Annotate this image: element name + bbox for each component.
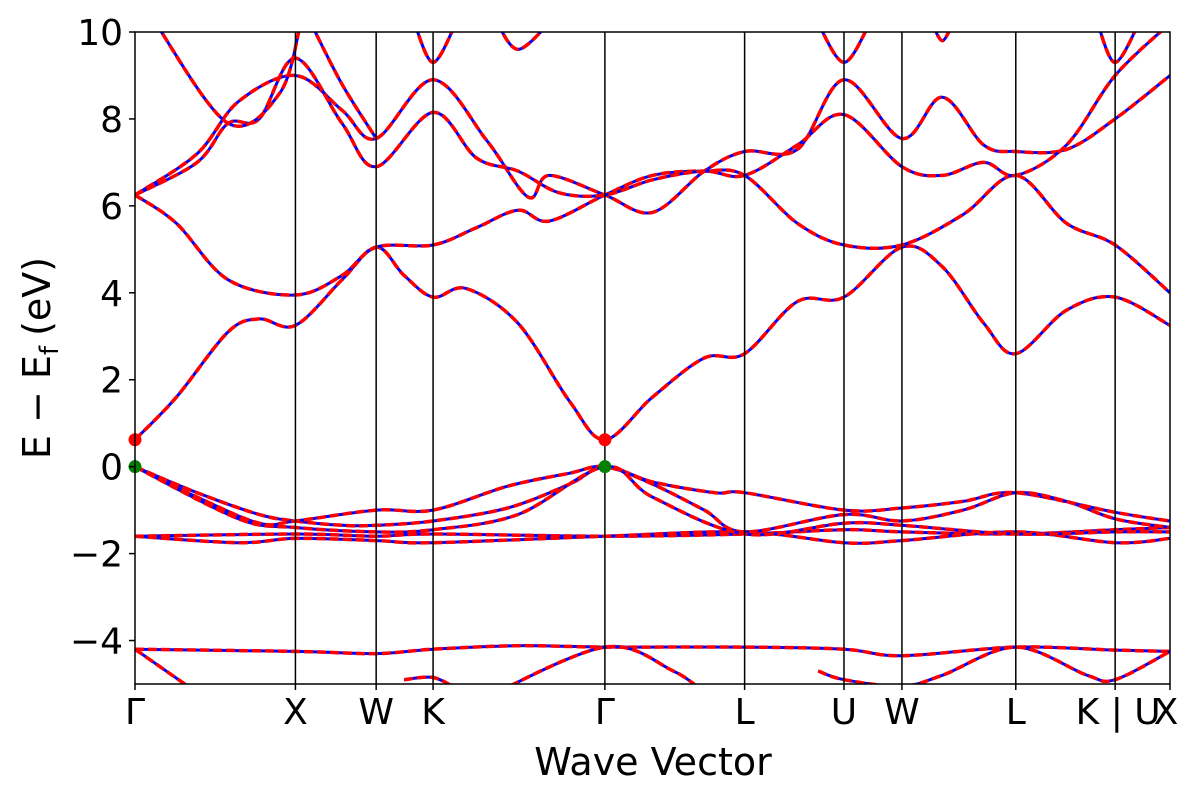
y-tick-label-4: 2 [100,361,123,402]
band-line-red-19 [934,32,951,43]
band-line-red-3 [509,644,697,684]
x-tick-label-3: K [421,692,446,733]
band-line-red-14 [159,32,301,128]
kpoint-lines-layer [294,32,1116,684]
x-tick-label-6: U [831,692,857,733]
band-line-blue-9 [135,465,1170,537]
bands-layer [135,32,1170,684]
band-line-red-0 [135,643,1170,658]
band-line-red-1 [135,647,188,684]
y-ticks-layer: 10 8 6 4 2 0 −2 −4 [70,13,135,663]
band-line-red-10 [135,244,1170,442]
x-tick-label-10: X [1154,692,1179,733]
x-tick-label-4: Γ [595,692,615,733]
cbm-point-1 [598,433,612,447]
band-line-red-2 [403,675,452,684]
x-tick-label-5: L [735,692,755,733]
band-line-red-17 [500,32,543,52]
x-tick-label-7: W [884,692,920,733]
band-line-blue-11 [135,168,1170,297]
x-tick-label-0: Γ [125,692,145,733]
y-tick-label-2: 6 [100,187,123,228]
y-tick-label-3: 4 [100,274,123,315]
x-tick-label-2: W [358,692,394,733]
band-line-red-4 [817,645,1170,684]
band-line-red-9 [135,464,1170,537]
band-line-red-15 [313,32,378,140]
x-tick-label-8: L [1006,692,1026,733]
band-line-red-11 [135,168,1170,297]
band-line-blue-8 [135,464,1170,534]
y-axis-title-main: E − E [15,355,59,459]
band-line-red-16 [415,32,454,65]
x-tick-label-9: K | U [1076,692,1161,733]
band-line-red-12 [135,73,1170,215]
extrema-layer [128,433,612,474]
y-tick-label-6: −2 [70,535,123,576]
band-line-blue-1 [135,647,188,684]
y-axis-title-subscript: f [35,345,65,355]
y-tick-label-0: 10 [77,13,123,54]
y-tick-label-1: 8 [100,100,123,141]
x-axis-title: Wave Vector [534,740,772,784]
y-tick-label-7: −4 [70,622,123,663]
y-axis-title: E − Ef (eV) [15,257,65,459]
band-line-blue-10 [135,244,1170,442]
band-line-blue-12 [135,73,1170,215]
y-tick-label-5: 0 [100,448,123,489]
band-line-blue-13 [135,32,1163,198]
vbm-point-3 [598,460,612,474]
plot-frame [134,31,1171,685]
band-line-red-13 [135,32,1163,199]
x-tick-label-1: X [283,692,308,733]
y-axis-title-unit: (eV) [15,257,59,336]
